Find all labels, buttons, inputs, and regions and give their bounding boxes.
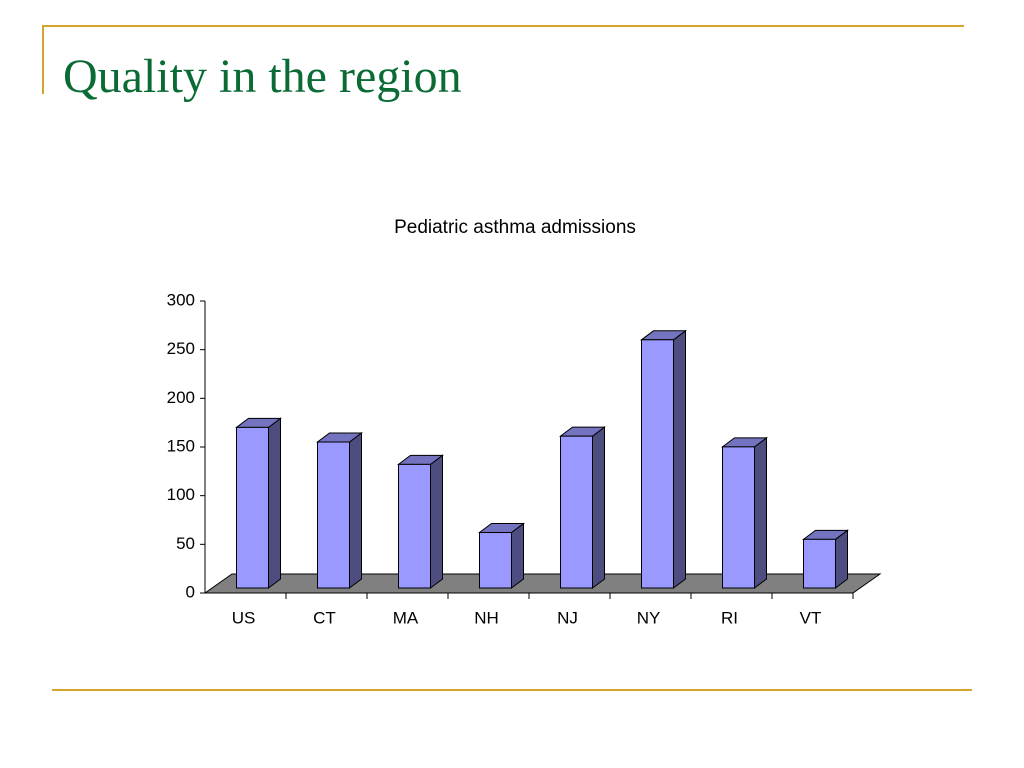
- x-tick-label: RI: [721, 608, 738, 627]
- x-tick-label: VT: [800, 608, 822, 627]
- x-tick-label: US: [232, 608, 256, 627]
- x-tick-label: MA: [393, 608, 419, 627]
- slide-title: Quality in the region: [63, 50, 462, 103]
- bar-side: [511, 522, 524, 589]
- bar: [398, 463, 431, 589]
- bar-side: [430, 454, 443, 589]
- chart-title: Pediatric asthma admissions: [394, 217, 636, 238]
- bar: [722, 446, 755, 589]
- bar: [479, 532, 512, 589]
- y-tick-label: 250: [167, 339, 195, 358]
- bar-side: [835, 529, 848, 589]
- bar: [641, 339, 674, 589]
- x-tick-label: NY: [637, 608, 661, 627]
- bar: [803, 538, 836, 589]
- y-tick-label: 0: [186, 582, 195, 601]
- bar-side: [268, 417, 281, 589]
- x-tick-label: NJ: [557, 608, 578, 627]
- y-tick-label: 300: [167, 290, 195, 309]
- bar: [317, 441, 350, 589]
- y-tick-label: 150: [167, 436, 195, 455]
- y-tick-label: 200: [167, 388, 195, 407]
- x-tick-label: NH: [474, 608, 499, 627]
- bar-side: [349, 432, 362, 589]
- floor: [203, 573, 882, 594]
- bar: [560, 435, 593, 589]
- bar-side: [754, 436, 767, 589]
- x-tick-label: CT: [313, 608, 336, 627]
- bar-side: [673, 329, 686, 589]
- bar-side: [592, 426, 605, 589]
- y-tick-label: 100: [167, 485, 195, 504]
- bar: [236, 426, 269, 589]
- plot: 0 50 100 150 200 250 300 US CT MA NH NJ NY RI VT: [167, 290, 882, 627]
- y-tick-label: 50: [176, 534, 195, 553]
